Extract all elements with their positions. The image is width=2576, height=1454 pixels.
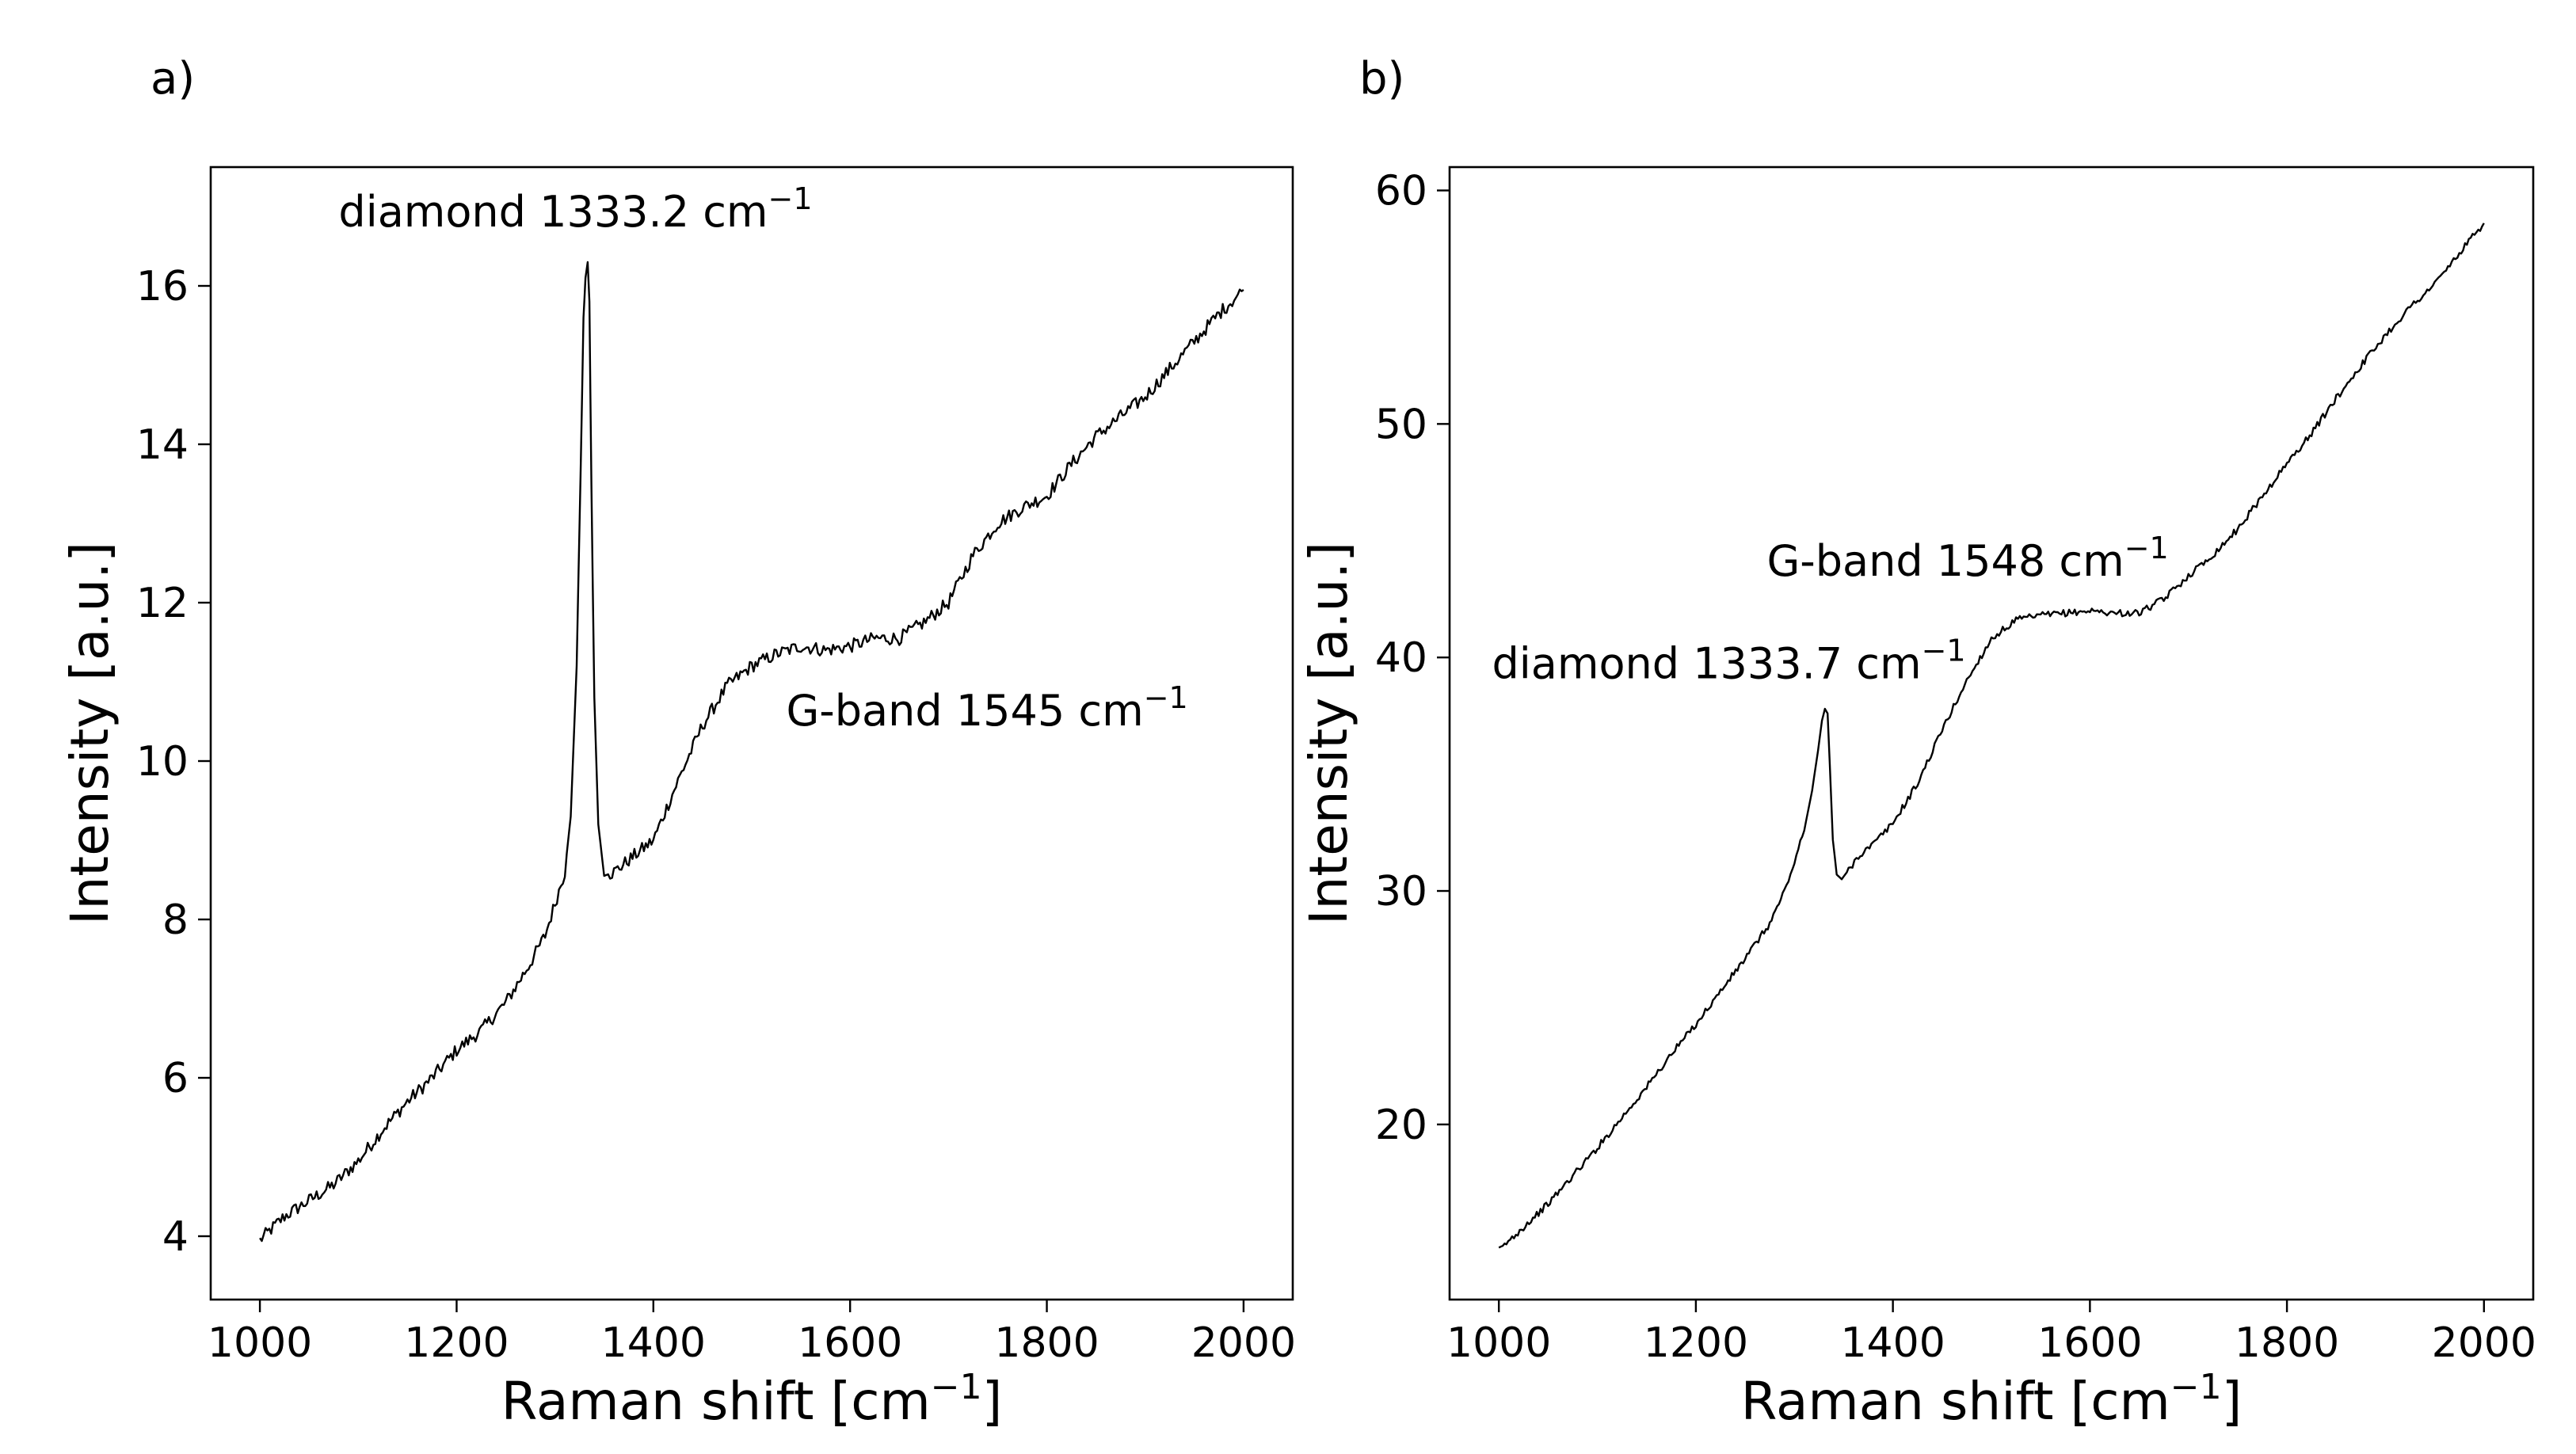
x-tick-label: 1000 [208, 1319, 312, 1367]
y-axis-label: Intensity [a.u.] [59, 542, 120, 925]
x-tick-label: 1200 [1644, 1319, 1748, 1367]
panel-a: a) 1000 1200 1400 1600 1800 2000 46810121416 … [59, 53, 1296, 1432]
spectrum-line [1498, 223, 2485, 1249]
x-tick-label: 2000 [1191, 1319, 1296, 1367]
x-tick-label: 1600 [798, 1319, 902, 1367]
y-tick-label: 8 [162, 896, 189, 944]
panel-label: a) [151, 53, 195, 105]
x-axis-label-text: Raman shift [cm [1741, 1371, 2170, 1432]
x-tick-label: 1400 [601, 1319, 706, 1367]
peak-annotation: diamond 1333.2 cm−1 [338, 181, 812, 237]
plot-frame [1448, 166, 2535, 1301]
peak-annotation-text: diamond 1333.2 cm [338, 187, 768, 237]
y-tick-label: 6 [162, 1055, 189, 1102]
peak-annotation-sup: −1 [2124, 531, 2169, 565]
x-tick-label: 1800 [2235, 1319, 2339, 1367]
x-axis-label-close: ] [2222, 1371, 2243, 1432]
x-axis-label: Raman shift [cm−1] [501, 1367, 1003, 1432]
x-ticks: 1000 1200 1400 1600 1800 2000 [1446, 1300, 2536, 1367]
y-ticks: 4 6 8 10 12 14 16 [136, 263, 211, 1261]
x-axis-label-text: Raman shift [cm [501, 1371, 931, 1432]
x-tick-label: 2000 [2432, 1319, 2536, 1367]
peak-annotation-text: G-band 1545 cm [786, 686, 1143, 736]
x-tick-label: 1400 [1840, 1319, 1945, 1367]
y-tick-label: 60 [1375, 167, 1427, 215]
y-tick-label: 50 [1375, 401, 1427, 448]
y-tick-label: 14 [136, 421, 189, 469]
annotations: diamond 1333.2 cm−1G-band 1545 cm−1 [338, 181, 1187, 736]
spectrum-line [259, 261, 1244, 1243]
y-tick-label: 40 [1375, 634, 1427, 682]
x-ticks: 1000 1200 1400 1600 1800 2000 [208, 1300, 1296, 1367]
peak-annotation-sup: −1 [768, 181, 813, 216]
peak-annotation: diamond 1333.7 cm−1 [1492, 634, 1965, 689]
x-axis-label-sup: −1 [931, 1367, 982, 1407]
y-tick-label: 20 [1375, 1102, 1427, 1149]
y-tick-label: 16 [136, 263, 189, 310]
panel-label: b) [1359, 53, 1404, 105]
peak-annotation: G-band 1545 cm−1 [786, 680, 1187, 736]
y-axis-label: Intensity [a.u.] [1298, 542, 1359, 925]
y-tick-label: 30 [1375, 868, 1427, 915]
x-tick-label: 1000 [1446, 1319, 1551, 1367]
x-tick-label: 1600 [2037, 1319, 2142, 1367]
peak-annotation-text: G-band 1548 cm [1766, 536, 2124, 586]
plot-frame [209, 166, 1294, 1301]
peak-annotation-text: diamond 1333.7 cm [1492, 639, 1921, 689]
y-tick-label: 12 [136, 580, 189, 627]
x-axis-label-close: ] [982, 1371, 1003, 1432]
y-tick-label: 10 [136, 738, 189, 786]
peak-annotation-sup: −1 [1144, 680, 1188, 715]
x-axis-label: Raman shift [cm−1] [1741, 1367, 2243, 1432]
panel-b: b) 1000 1200 1400 1600 1800 2000 20 30 40 50 60 G… [1298, 53, 2536, 1432]
y-ticks: 20 30 40 50 60 [1375, 167, 1450, 1149]
x-tick-label: 1200 [404, 1319, 509, 1367]
peak-annotation-sup: −1 [1922, 634, 1966, 668]
x-axis-label-sup: −1 [2170, 1367, 2222, 1407]
peak-annotation: G-band 1548 cm−1 [1766, 531, 2168, 586]
y-tick-label: 4 [162, 1213, 189, 1261]
x-tick-label: 1800 [994, 1319, 1099, 1367]
